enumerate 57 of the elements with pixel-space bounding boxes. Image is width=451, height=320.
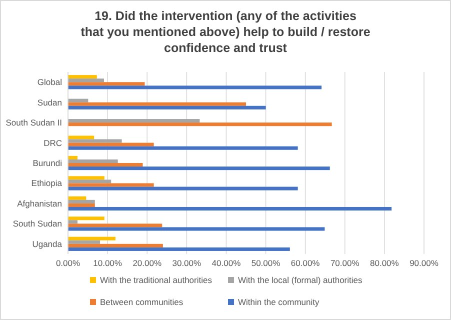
bar (68, 106, 266, 110)
bar (68, 180, 112, 184)
y-tick-label: Uganda (32, 238, 62, 249)
bar (68, 82, 145, 86)
bar (68, 86, 322, 90)
bar (68, 159, 118, 163)
legend-label: With the traditional authorities (100, 275, 212, 285)
bar (68, 236, 116, 240)
bar (68, 102, 246, 106)
x-tick-label: 10.00% (93, 258, 122, 268)
bar (68, 203, 95, 207)
bar (68, 142, 154, 146)
x-tick-label: 40.00% (212, 258, 242, 268)
y-tick-label: DRC (44, 138, 62, 148)
bar (68, 224, 162, 228)
bar (68, 244, 163, 248)
bar (68, 139, 122, 143)
bar (68, 196, 86, 200)
bar (68, 136, 94, 140)
bar (68, 216, 104, 220)
y-tick-label: Burundi (32, 158, 62, 168)
bar (68, 122, 332, 126)
bar (68, 75, 97, 79)
bar (68, 186, 298, 190)
bar (68, 166, 330, 170)
bar (68, 119, 200, 123)
x-tick-label: 20.00% (132, 258, 162, 268)
bar (68, 247, 290, 251)
bar (68, 183, 154, 187)
bar (68, 220, 78, 224)
bar (68, 240, 100, 244)
bar (68, 156, 78, 160)
legend-label: Within the community (238, 297, 320, 307)
y-tick-label: Global (37, 77, 62, 88)
y-tick-label: South Sudan II (6, 118, 62, 128)
bar (68, 98, 88, 102)
x-tick-label: 90.00% (410, 258, 439, 268)
bar (68, 176, 104, 180)
y-tick-label: Afghanistan (17, 198, 62, 208)
x-tick-label: 50.00% (251, 258, 281, 268)
bar (68, 146, 298, 150)
chart-title: 19. Did the intervention (any of the activities that you mentioned above) help to build / restore confidence and trust (80, 9, 370, 55)
legend-label: Between communities (100, 297, 184, 307)
y-tick-label: Ethiopia (31, 178, 62, 188)
bar (68, 206, 392, 211)
y-tick-label: Sudan (37, 97, 62, 108)
bar (68, 163, 143, 167)
bar (68, 227, 325, 231)
bar (68, 200, 95, 204)
x-tick-label: 30.00% (172, 258, 202, 268)
y-tick-label: South Sudan (12, 218, 62, 229)
legend-label: With the local (formal) authorities (238, 275, 362, 285)
bar (68, 78, 104, 82)
x-tick-label: 0.00% (56, 258, 80, 268)
x-tick-label: 80.00% (370, 258, 400, 268)
x-tick-label: 70.00% (330, 258, 360, 268)
x-tick-label: 60.00% (290, 258, 320, 268)
